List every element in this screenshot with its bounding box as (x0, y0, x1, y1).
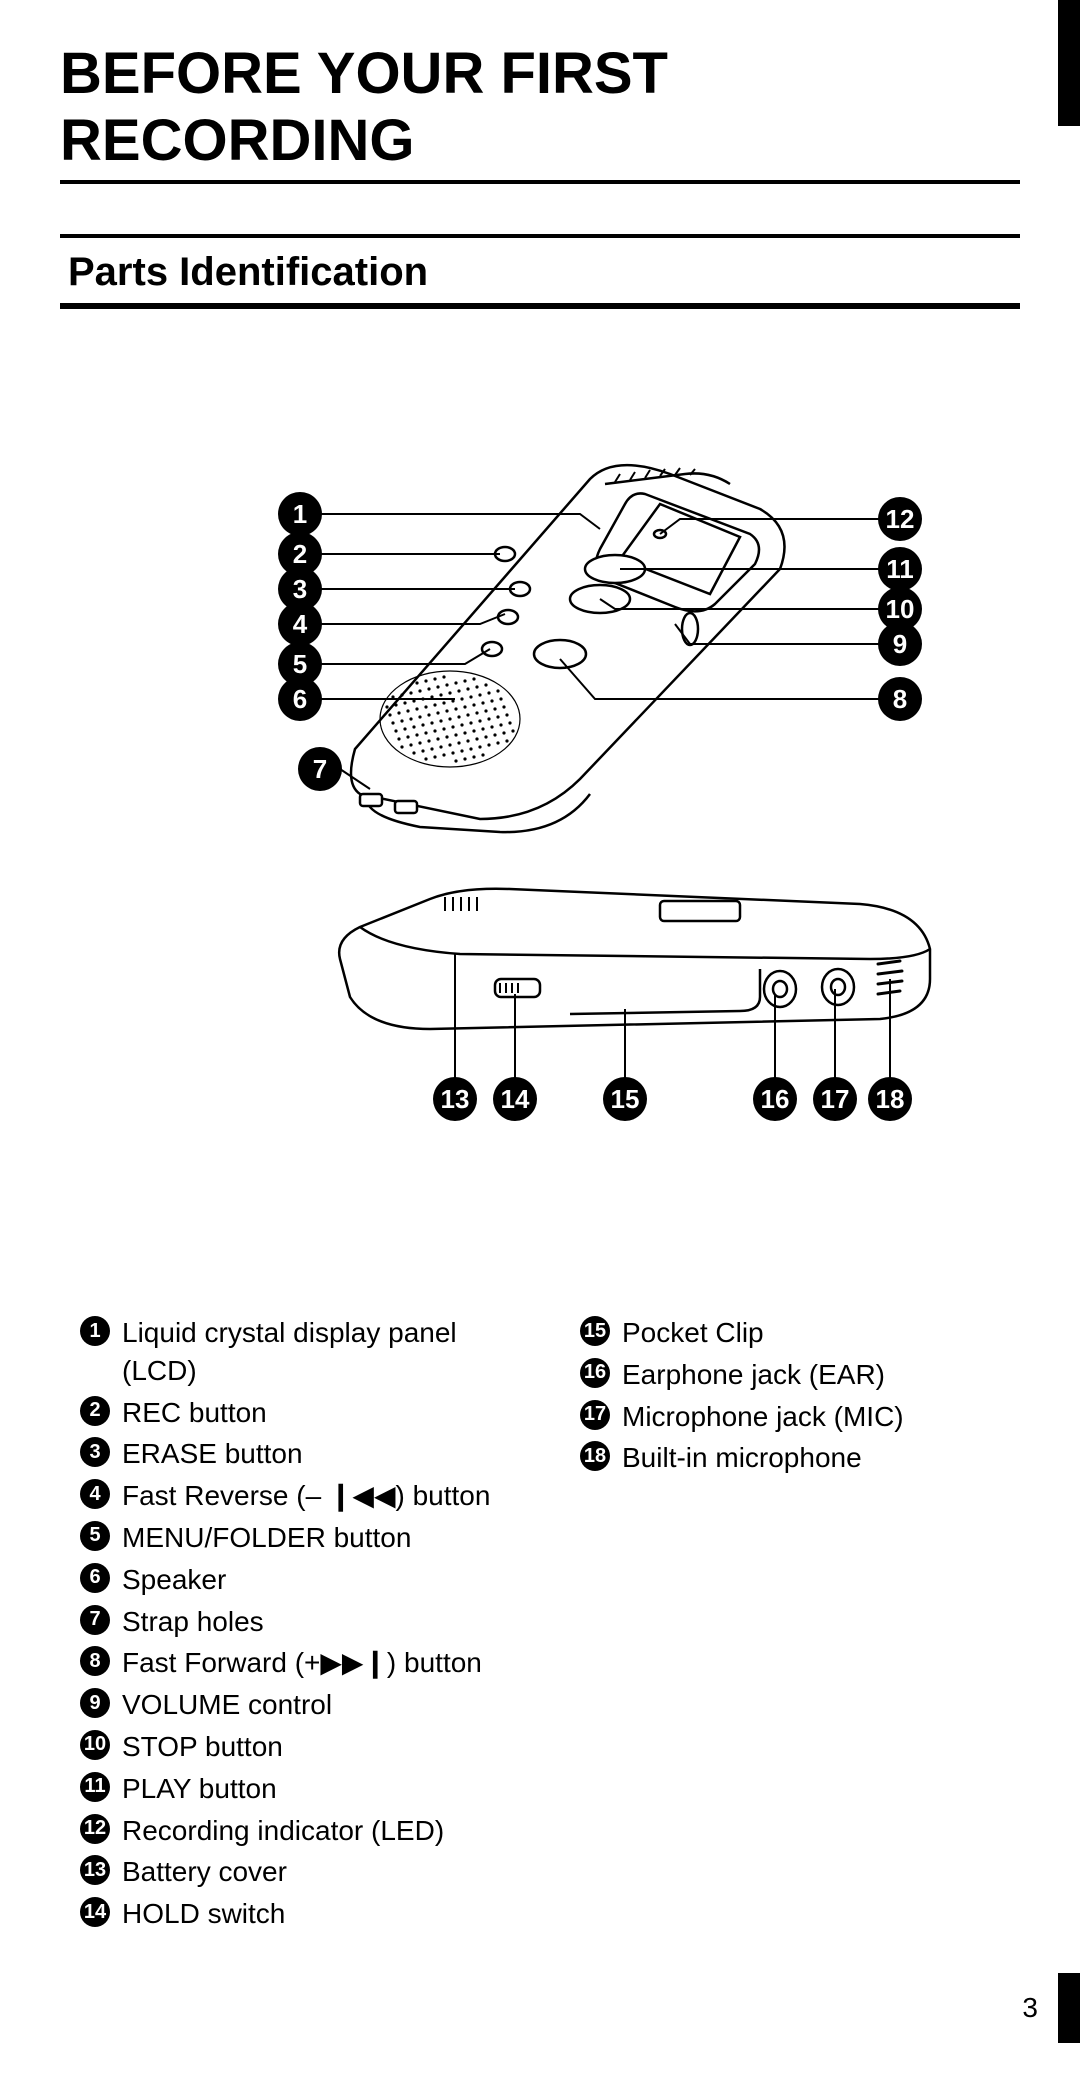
svg-text:15: 15 (611, 1084, 640, 1114)
legend-item: 1 Liquid crystal display panel (LCD) (80, 1314, 520, 1390)
legend-item: 11 PLAY button (80, 1770, 520, 1808)
legend-item: 6 Speaker (80, 1561, 520, 1599)
legend-label: Liquid crystal display panel (LCD) (122, 1314, 520, 1390)
legend-badge: 2 (80, 1396, 110, 1426)
legend-badge: 7 (80, 1605, 110, 1635)
legend-badge: 18 (580, 1441, 610, 1471)
section-rule-bottom (60, 303, 1020, 309)
legend-item: 10 STOP button (80, 1728, 520, 1766)
svg-text:8: 8 (893, 684, 907, 714)
legend-label: VOLUME control (122, 1686, 332, 1724)
legend-label: Fast Reverse (– ❙◀◀) button (122, 1477, 490, 1515)
svg-text:2: 2 (293, 539, 307, 569)
legend-label: REC button (122, 1394, 267, 1432)
legend-badge: 1 (80, 1316, 110, 1346)
legend-item: 3 ERASE button (80, 1435, 520, 1473)
legend-label: Earphone jack (EAR) (622, 1356, 885, 1394)
legend: 1 Liquid crystal display panel (LCD) 2 R… (60, 1314, 1020, 1937)
legend-label: Pocket Clip (622, 1314, 764, 1352)
device-top-view (351, 465, 785, 832)
device-illustration: 123456712111098131415161718 (60, 369, 1020, 1229)
legend-badge: 9 (80, 1688, 110, 1718)
svg-text:9: 9 (893, 629, 907, 659)
legend-label: MENU/FOLDER button (122, 1519, 411, 1557)
device-bottom-view (339, 889, 930, 1029)
svg-text:12: 12 (886, 504, 915, 534)
svg-text:14: 14 (501, 1084, 530, 1114)
page-title: BEFORE YOUR FIRST RECORDING (60, 40, 1020, 180)
legend-item: 7 Strap holes (80, 1603, 520, 1641)
legend-badge: 4 (80, 1479, 110, 1509)
svg-text:11: 11 (886, 554, 914, 584)
svg-text:1: 1 (293, 499, 307, 529)
title-block: BEFORE YOUR FIRST RECORDING (60, 40, 1020, 184)
svg-text:18: 18 (876, 1084, 905, 1114)
page-number: 3 (1022, 1992, 1038, 2024)
legend-badge: 10 (80, 1730, 110, 1760)
legend-badge: 13 (80, 1855, 110, 1885)
svg-text:4: 4 (293, 609, 308, 639)
legend-badge: 16 (580, 1358, 610, 1388)
legend-item: 17 Microphone jack (MIC) (580, 1398, 1020, 1436)
legend-badge: 17 (580, 1400, 610, 1430)
svg-text:3: 3 (293, 574, 307, 604)
svg-text:13: 13 (441, 1084, 470, 1114)
legend-item: 18 Built-in microphone (580, 1439, 1020, 1477)
legend-badge: 5 (80, 1521, 110, 1551)
legend-column-1: 1 Liquid crystal display panel (LCD) 2 R… (80, 1314, 520, 1937)
legend-label: Battery cover (122, 1853, 287, 1891)
legend-item: 2 REC button (80, 1394, 520, 1432)
section-rule-top (60, 234, 1020, 238)
legend-label: Fast Forward (+▶▶❙) button (122, 1644, 482, 1682)
title-rule (60, 180, 1020, 184)
svg-text:7: 7 (313, 754, 327, 784)
legend-label: Recording indicator (LED) (122, 1812, 444, 1850)
legend-badge: 14 (80, 1897, 110, 1927)
legend-item: 5 MENU/FOLDER button (80, 1519, 520, 1557)
page-number-block: 3 (1022, 1973, 1080, 2043)
legend-item: 15 Pocket Clip (580, 1314, 1020, 1352)
svg-text:6: 6 (293, 684, 307, 714)
legend-item: 13 Battery cover (80, 1853, 520, 1891)
legend-label: ERASE button (122, 1435, 303, 1473)
legend-item: 9 VOLUME control (80, 1686, 520, 1724)
legend-label: Microphone jack (MIC) (622, 1398, 904, 1436)
legend-label: HOLD switch (122, 1895, 285, 1933)
legend-item: 16 Earphone jack (EAR) (580, 1356, 1020, 1394)
svg-text:17: 17 (821, 1084, 850, 1114)
legend-column-2: 15 Pocket Clip 16 Earphone jack (EAR) 17… (580, 1314, 1020, 1937)
legend-badge: 8 (80, 1646, 110, 1676)
legend-label: Strap holes (122, 1603, 264, 1641)
legend-label: Built-in microphone (622, 1439, 862, 1477)
svg-text:5: 5 (293, 649, 307, 679)
title-side-tab (1058, 0, 1080, 126)
legend-badge: 3 (80, 1437, 110, 1467)
parts-diagram: 123456712111098131415161718 (60, 369, 1020, 1234)
section-title: Parts Identification (60, 250, 1020, 303)
legend-item: 14 HOLD switch (80, 1895, 520, 1933)
svg-text:16: 16 (761, 1084, 790, 1114)
svg-text:10: 10 (886, 594, 915, 624)
legend-item: 8 Fast Forward (+▶▶❙) button (80, 1644, 520, 1682)
legend-badge: 15 (580, 1316, 610, 1346)
legend-label: STOP button (122, 1728, 283, 1766)
legend-label: Speaker (122, 1561, 226, 1599)
legend-badge: 11 (80, 1772, 110, 1802)
legend-badge: 12 (80, 1814, 110, 1844)
legend-item: 4 Fast Reverse (– ❙◀◀) button (80, 1477, 520, 1515)
legend-label: PLAY button (122, 1770, 277, 1808)
page-side-tab (1058, 1973, 1080, 2043)
legend-item: 12 Recording indicator (LED) (80, 1812, 520, 1850)
section-header: Parts Identification (60, 234, 1020, 309)
legend-badge: 6 (80, 1563, 110, 1593)
